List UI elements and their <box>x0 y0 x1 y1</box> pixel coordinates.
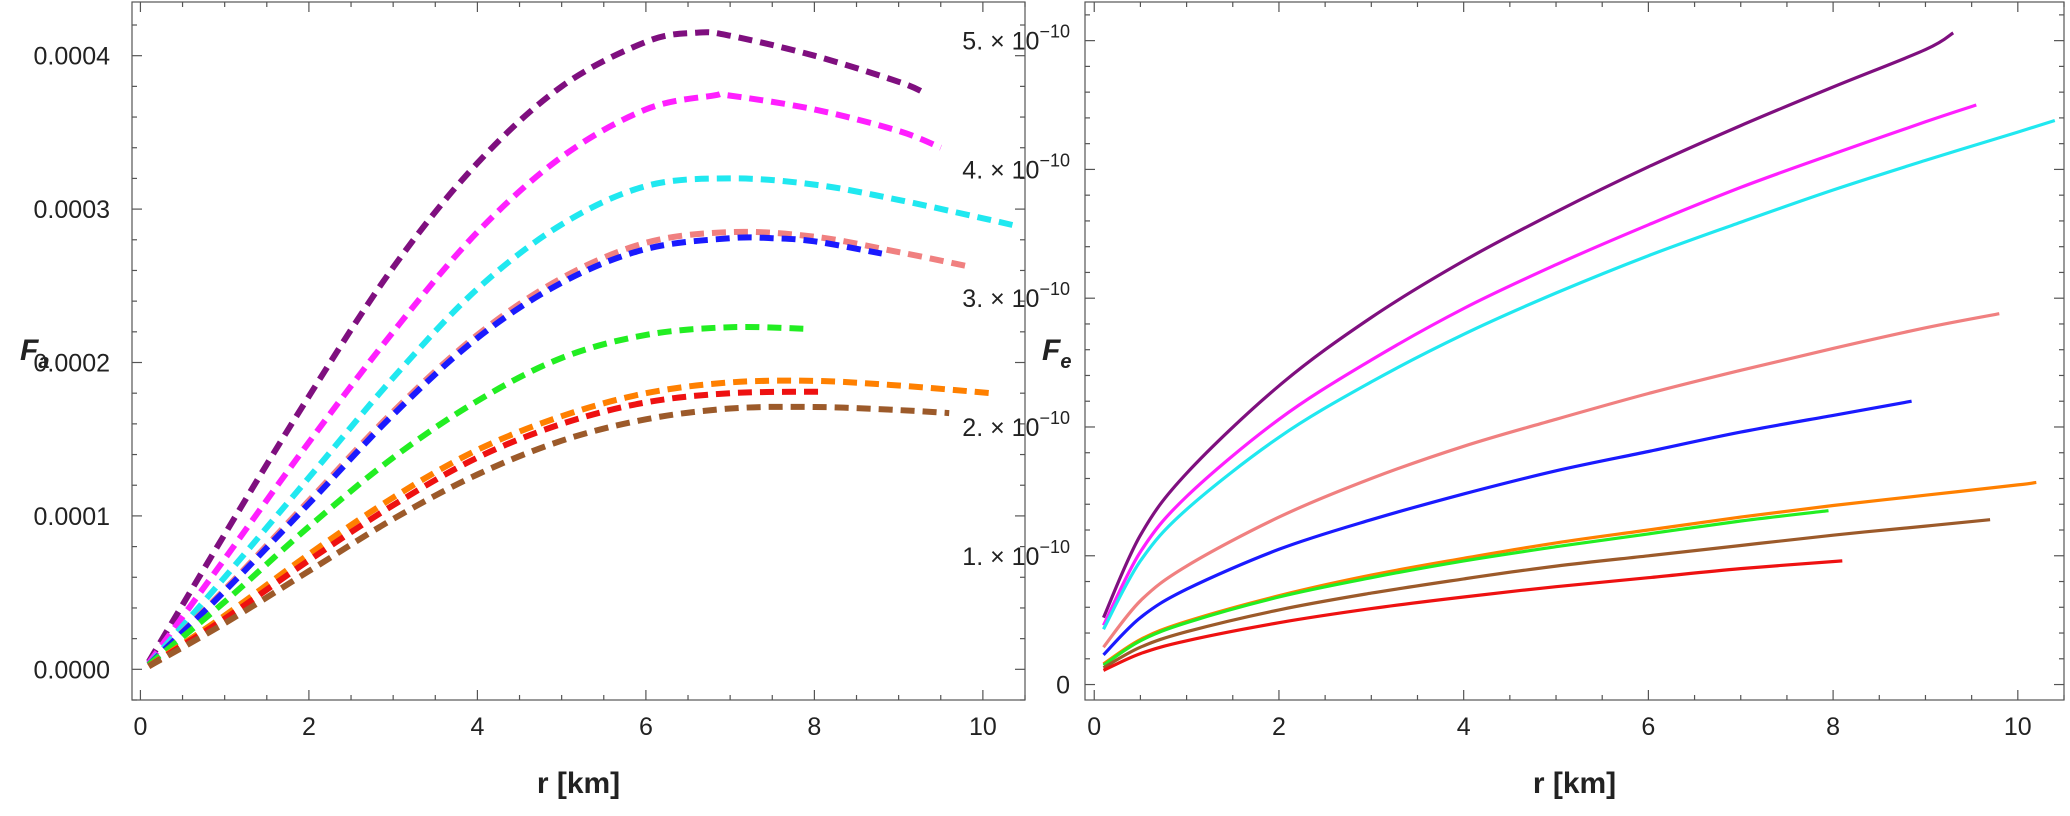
x-tick-label: 2 <box>302 713 316 741</box>
x-tick-label: 10 <box>969 713 997 741</box>
y-tick-label: 0.0002 <box>34 350 110 378</box>
series-line-1 <box>1102 103 1977 627</box>
y-tick-label: 1. × 10−10 <box>962 537 1070 571</box>
series-line-3 <box>1102 312 2000 649</box>
x-tick-label: 10 <box>2004 713 2032 741</box>
y-tick-label: 0 <box>1056 672 1070 700</box>
x-axis-title: r [km] <box>1533 767 1616 800</box>
series-line-3 <box>146 228 967 667</box>
series-line-2 <box>1102 118 2056 630</box>
y-tick-label: 5. × 10−10 <box>962 22 1070 56</box>
series-line-6 <box>1102 509 1829 667</box>
series-line-4 <box>1102 399 1912 657</box>
series-line-8 <box>147 403 950 669</box>
y-tick-label: 3. × 10−10 <box>962 279 1070 313</box>
y-tick-label: 0.0004 <box>34 43 111 71</box>
x-tick-label: 4 <box>1457 713 1471 741</box>
series-line-4 <box>146 234 883 667</box>
plot-frame <box>131 1 1026 701</box>
series-line-7 <box>147 388 823 669</box>
plot-frame <box>1084 1 2065 701</box>
x-tick-label: 4 <box>470 713 484 741</box>
x-tick-label: 0 <box>133 713 147 741</box>
left-chart-panel: 0 2 4 6 8 100.00000.00010.00020.00030.0004Far… <box>20 1 1026 800</box>
series-line-0 <box>1102 31 1955 619</box>
series-line-6 <box>147 377 992 669</box>
right-chart-panel: 0 2 4 6 8 10 0 1. × 10−10 2. × 10−10 3. × 10−10 4.… <box>962 1 2065 800</box>
series-line-1 <box>146 90 942 665</box>
x-tick-label: 8 <box>1826 713 1840 741</box>
x-tick-label: 2 <box>1272 713 1286 741</box>
x-tick-label: 6 <box>639 713 653 741</box>
x-axis-title: r [km] <box>537 767 620 800</box>
series-line-5 <box>146 323 807 668</box>
y-tick-label: 0.0001 <box>34 503 110 531</box>
series-line-7 <box>1102 518 1991 670</box>
series-line-5 <box>1102 480 2037 666</box>
x-tick-label: 8 <box>807 713 821 741</box>
y-tick-label: 0.0000 <box>34 656 110 684</box>
y-tick-label: 0.0003 <box>34 196 110 224</box>
series-line-2 <box>146 175 1018 667</box>
series-line-0 <box>146 29 926 664</box>
y-tick-label: 2. × 10−10 <box>962 408 1070 442</box>
y-tick-label: 4. × 10−10 <box>962 150 1070 184</box>
x-tick-label: 0 <box>1087 713 1101 741</box>
y-axis-title: Fe <box>1042 334 1071 373</box>
x-tick-label: 6 <box>1641 713 1655 741</box>
series-line-8 <box>1102 559 1843 672</box>
